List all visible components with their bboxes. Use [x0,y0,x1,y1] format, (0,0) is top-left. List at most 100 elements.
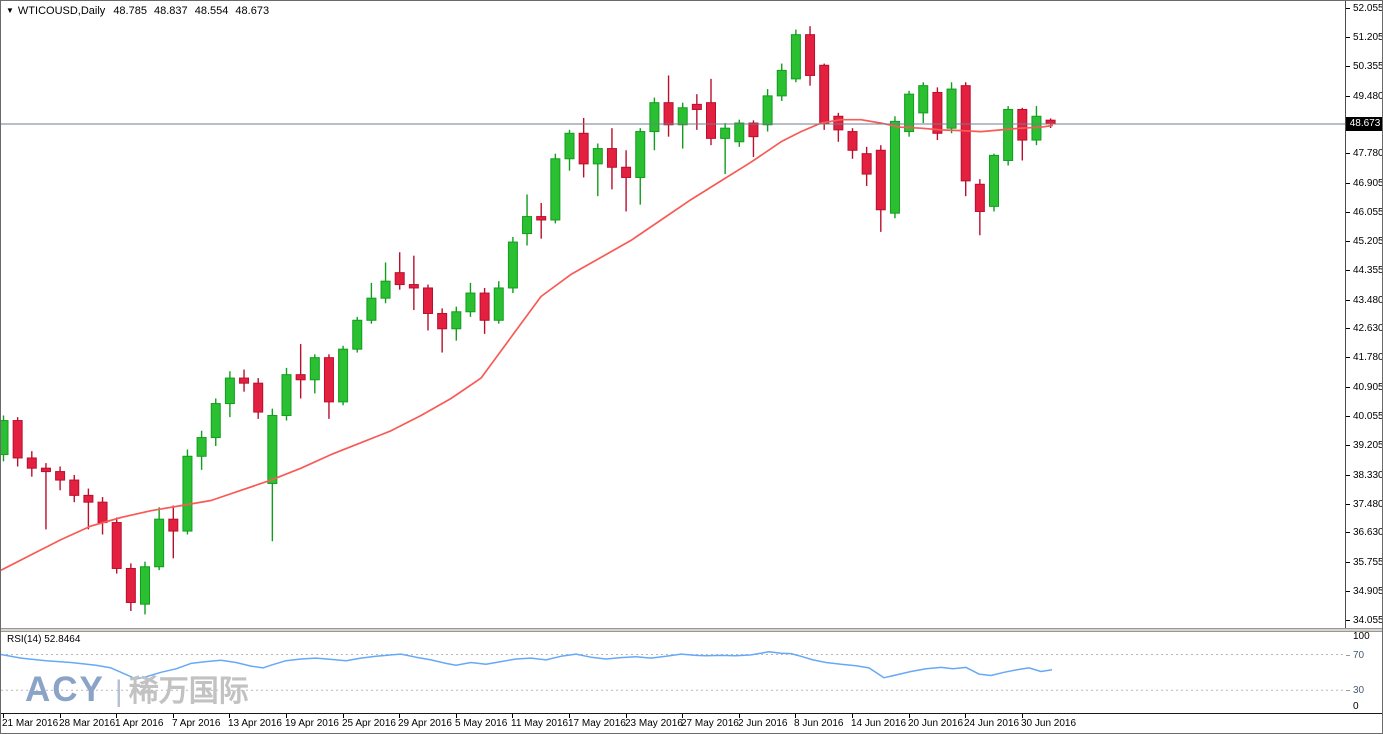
candle [408,255,419,311]
date-tick [739,714,740,718]
candle [253,378,264,419]
candle [380,262,391,304]
symbol-dropdown-icon[interactable]: ▼ [6,6,14,15]
candle [592,143,603,197]
date-label: 8 Jun 2016 [794,718,844,729]
date-label: 13 Apr 2016 [228,718,282,729]
candle [960,82,971,197]
candle [97,497,108,535]
date-label: 28 Mar 2016 [59,718,116,729]
price-axis-label: 34.055 [1346,615,1382,627]
candlestick-chart[interactable] [1,1,1346,628]
candle [918,82,929,124]
candle [706,78,716,146]
candle [394,252,405,290]
candle [790,29,801,83]
date-label: 27 May 2016 [681,718,739,729]
candle [295,344,306,399]
date-label: 24 Jun 2016 [964,718,1020,729]
candle [1,415,9,462]
price-axis-label: 36.630 [1346,527,1382,539]
candle [323,354,334,419]
date-label: 23 May 2016 [625,718,683,729]
price-axis-label: 45.205 [1346,236,1382,248]
symbol-period-label: WTICOUSD,Daily [17,5,106,17]
rsi-axis[interactable]: 100 70 30 0 [1346,631,1382,713]
candle [861,146,872,186]
candle [974,179,985,236]
candle [507,236,518,294]
candle [606,128,617,190]
pane-splitter[interactable] [1,628,1382,632]
date-label: 14 Jun 2016 [851,718,907,729]
candle [720,123,731,175]
date-label: 17 May 2016 [568,718,626,729]
date-tick [512,714,513,718]
current-price-tag: 48.673 [1346,117,1382,131]
date-tick [456,714,457,718]
date-label: 19 Apr 2016 [285,718,339,729]
candle [140,561,150,615]
price-axis-label: 40.055 [1346,411,1382,423]
candle [196,430,207,470]
rsi-line [1,651,1053,680]
date-label: 20 Jun 2016 [908,718,964,729]
candle [621,150,632,212]
price-axis-label: 34.905 [1346,586,1382,598]
price-axis-label: 51.205 [1346,32,1382,44]
candle [12,417,23,467]
date-tick [116,714,117,718]
date-tick [909,714,910,718]
date-axis[interactable]: 21 Mar 2016 28 Mar 2016 1 Apr 2016 7 Apr 20… [1,713,1382,733]
candle [635,128,646,205]
candle [281,367,292,421]
candle [26,451,37,477]
candle [1003,106,1014,166]
candle [805,26,816,86]
candle [154,507,165,571]
candle [564,129,575,171]
rsi-indicator-pane[interactable]: RSI(14) 52.8464 ACY | 稀万国际 [1,632,1346,713]
candle [352,316,363,353]
candle [366,282,377,324]
candle [550,153,561,224]
candle [776,63,787,101]
candle [889,116,900,219]
candle [493,281,504,324]
date-label: 25 Apr 2016 [342,718,396,729]
candle [536,202,547,239]
price-axis-label: 42.630 [1346,323,1382,335]
price-axis-label: 43.480 [1346,295,1382,307]
price-axis-label: 39.205 [1346,440,1382,452]
candle [309,354,320,394]
candle [522,194,533,246]
candle [847,128,858,159]
candle [1031,106,1042,146]
rsi-axis-label: 100 [1353,631,1370,642]
price-axis-label: 41.780 [1346,352,1382,364]
candle [182,449,193,535]
date-label: 5 May 2016 [455,718,508,729]
candle [748,120,759,158]
broker-logo-text: ACY [25,670,105,709]
candle [168,505,179,559]
date-label: 11 May 2016 [511,718,569,729]
price-axis[interactable]: 52.055 51.205 50.355 49.480 47.780 46.905 46.0… [1346,1,1382,628]
candle [465,282,476,317]
date-tick [569,714,570,718]
main-price-pane[interactable]: ▼ WTICOUSD,Daily 48.785 48.837 48.554 48.6… [1,1,1346,628]
candle [423,284,433,331]
rsi-chart[interactable] [1,632,1346,713]
rsi-axis-label: 30 [1346,685,1382,696]
candle [210,398,221,447]
date-tick [1022,714,1023,718]
candle [946,82,957,134]
candle [111,517,122,574]
broker-name-chinese: 稀万国际 [128,675,249,708]
price-axis-label: 47.780 [1346,148,1382,160]
candle [125,563,136,611]
candle [932,87,943,141]
candle [55,466,66,491]
candle [83,488,94,530]
